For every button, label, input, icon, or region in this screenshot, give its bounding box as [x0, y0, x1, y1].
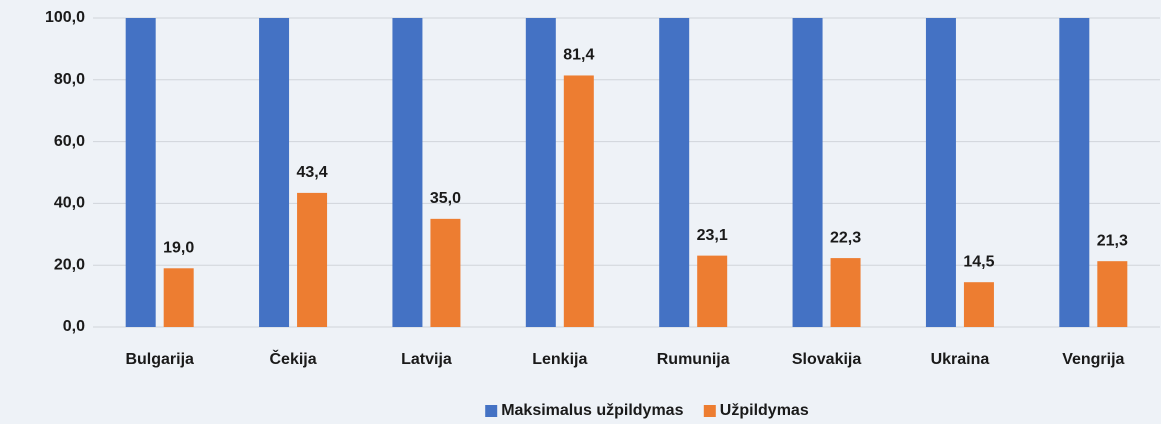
data-label: 35,0 — [430, 190, 461, 207]
data-label: 22,3 — [830, 229, 861, 246]
x-tick-label: Slovakija — [792, 351, 861, 368]
y-tick-label: 40,0 — [54, 195, 85, 212]
bar — [792, 18, 823, 327]
legend-label: Užpildymas — [720, 402, 809, 419]
bar — [563, 75, 594, 327]
bar — [1097, 261, 1128, 327]
bar — [430, 218, 461, 327]
legend-swatch — [485, 405, 498, 417]
bar — [697, 255, 728, 327]
legend-label: Maksimalus užpildymas — [501, 402, 683, 419]
x-tick-label: Čekija — [269, 349, 316, 368]
x-tick-label: Lenkija — [532, 351, 587, 368]
y-tick-label: 20,0 — [54, 256, 85, 273]
y-tick-label: 100,0 — [45, 9, 85, 26]
data-label: 14,5 — [963, 253, 994, 270]
bar — [125, 18, 156, 327]
bar — [163, 268, 194, 327]
x-tick-label: Ukraina — [931, 351, 990, 368]
legend-swatch — [703, 405, 716, 417]
data-label: 19,0 — [163, 240, 194, 257]
bar — [525, 18, 556, 327]
y-tick-label: 80,0 — [54, 71, 85, 88]
data-label: 21,3 — [1097, 232, 1128, 249]
bar — [392, 18, 423, 327]
bar — [297, 192, 328, 327]
x-tick-label: Bulgarija — [125, 351, 194, 368]
x-tick-label: Vengrija — [1062, 351, 1124, 368]
data-label: 23,1 — [697, 227, 728, 244]
bar — [830, 258, 861, 327]
x-tick-label: Latvija — [401, 351, 452, 368]
y-tick-label: 60,0 — [54, 133, 85, 150]
x-tick-label: Rumunija — [657, 351, 730, 368]
bar — [1059, 18, 1090, 327]
bar — [259, 18, 290, 327]
y-tick-label: 0,0 — [63, 318, 85, 335]
bar — [659, 18, 690, 327]
bar — [925, 18, 956, 327]
data-label: 81,4 — [563, 47, 594, 64]
data-label: 43,4 — [296, 164, 327, 181]
bar — [963, 282, 994, 327]
